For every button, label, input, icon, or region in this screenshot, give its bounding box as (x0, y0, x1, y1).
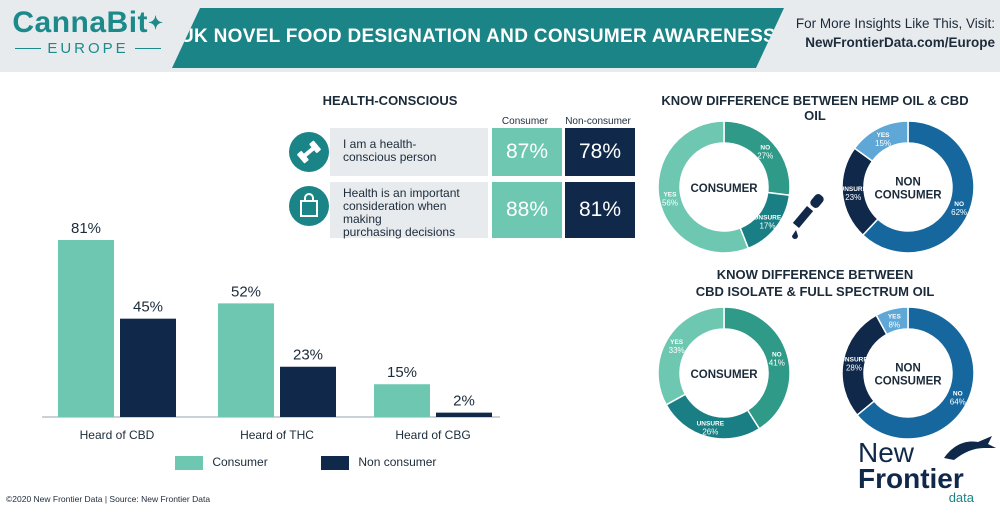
slice-yes (875, 306, 909, 336)
x-tick-label: Heard of CBG (395, 428, 470, 442)
bar-value-label: 52% (231, 283, 261, 300)
bar-non-consumer-0 (120, 318, 176, 417)
footer-source: ©2020 New Frontier Data | Source: New Fr… (6, 494, 211, 504)
slice-value-label: 17% (759, 222, 775, 231)
x-tick-label: Heard of CBD (80, 428, 155, 442)
column-header-consumer: Consumer (501, 116, 549, 127)
legend-consumer-swatch (175, 455, 203, 470)
legend-non-consumer-label: Non consumer (358, 455, 437, 469)
hemp-cbd-title: KNOW DIFFERENCE BETWEEN HEMP OIL & CBD O… (661, 93, 969, 123)
slice-value-label: 26% (702, 427, 718, 436)
donut-center-label: NON (895, 363, 921, 375)
slice-yes (657, 306, 725, 406)
slice-value-label: 8% (889, 321, 901, 330)
slice-category-label: YES (663, 191, 677, 198)
column-header-non-consumer: Non-consumer (565, 116, 631, 127)
health-row-1-label: I am a health-conscious person (343, 137, 437, 164)
slice-value-label: 28% (846, 364, 862, 373)
bar-value-label: 81% (71, 220, 101, 237)
brand-line-1: New (858, 437, 915, 468)
cannabit-logo: CannaBit✦ EUROPE (8, 6, 168, 70)
slice-category-label: YES (888, 314, 902, 321)
slice-no (723, 306, 791, 430)
bar-value-label: 23% (293, 347, 323, 364)
slice-category-label: UNSURE (697, 420, 725, 427)
new-frontier-logo: New Frontier data (858, 436, 998, 505)
slice-no (856, 306, 975, 440)
logo-sub-text: EUROPE (47, 40, 129, 57)
insights-link-block: For More Insights Like This, Visit: NewF… (790, 14, 995, 52)
title-banner: UK NOVEL FOOD DESIGNATION AND CONSUMER A… (172, 8, 784, 68)
shopping-bag-icon (289, 186, 329, 226)
slice-category-label: NO (953, 390, 963, 397)
slice-category-label: YES (670, 339, 684, 346)
slice-category-label: UNSURE (840, 357, 868, 364)
slice-yes (657, 120, 750, 254)
bar-chart: 81% 45% Heard of CBD 52% 23% Heard of THC 15% 2… (42, 220, 500, 442)
bar-value-label: 2% (453, 393, 475, 410)
x-tick-label: Heard of THC (240, 428, 314, 442)
horse-icon (944, 436, 996, 460)
brand-line-2: Frontier (858, 463, 964, 494)
bar-consumer-1 (218, 303, 274, 417)
bar-chart-legend: Consumer Non consumer (175, 455, 436, 470)
donut-center-label: CONSUMER (690, 183, 758, 195)
bar-value-label: 45% (133, 299, 163, 316)
health-row-2-non-consumer-value: 81% (565, 182, 635, 238)
slice-value-label: 33% (669, 346, 685, 355)
slice-value-label: 62% (951, 208, 967, 217)
slice-category-label: NO (954, 201, 964, 208)
bar-non-consumer-2 (436, 412, 492, 417)
insights-url[interactable]: NewFrontierData.com/Europe (805, 35, 995, 50)
slice-category-label: UNSURE (840, 186, 868, 193)
donut-center-label: CONSUMER (690, 369, 758, 381)
slice-value-label: 56% (662, 198, 678, 207)
slice-no (861, 120, 975, 254)
donut-center-label: CONSUMER (874, 376, 942, 388)
donut-center-label: NON (895, 177, 921, 189)
slice-category-label: YES (877, 132, 891, 139)
slice-category-label: UNSURE (754, 215, 782, 222)
page-title: UK NOVEL FOOD DESIGNATION AND CONSUMER A… (179, 26, 777, 47)
slice-value-label: 64% (950, 397, 966, 406)
insights-text: For More Insights Like This, Visit: (795, 16, 995, 31)
dumbbell-icon (289, 132, 329, 172)
logo-star-icon: ✦ (148, 13, 164, 33)
logo-main-text: CannaBit (12, 6, 149, 39)
donut-center-label: CONSUMER (874, 190, 942, 202)
legend-consumer-label: Consumer (212, 455, 268, 469)
health-row-1-consumer-value: 87% (492, 128, 562, 176)
health-row-1-bg (330, 128, 488, 176)
slice-value-label: 41% (769, 359, 785, 368)
legend-non-consumer-swatch (321, 455, 350, 470)
dropper-icon (786, 192, 830, 253)
isolate-spectrum-title: KNOW DIFFERENCE BETWEEN CBD ISOLATE & FUL… (695, 267, 935, 299)
health-conscious-title: HEALTH-CONSCIOUS (322, 93, 458, 108)
health-row-1-non-consumer-value: 78% (565, 128, 635, 176)
slice-value-label: 23% (845, 193, 861, 202)
slice-yes (853, 120, 909, 163)
slice-category-label: NO (772, 352, 782, 359)
health-row-2-label: Health is an important consideration when… (343, 186, 460, 239)
slice-category-label: NO (760, 145, 770, 152)
bar-non-consumer-1 (280, 366, 336, 417)
bar-consumer-2 (374, 384, 430, 417)
bar-consumer-0 (58, 240, 114, 417)
slice-value-label: 27% (757, 152, 773, 161)
slice-value-label: 15% (875, 139, 891, 148)
bar-value-label: 15% (387, 364, 417, 381)
brand-line-3: data (948, 490, 974, 505)
health-row-2-consumer-value: 88% (492, 182, 562, 238)
health-row-2-bg (330, 182, 488, 238)
